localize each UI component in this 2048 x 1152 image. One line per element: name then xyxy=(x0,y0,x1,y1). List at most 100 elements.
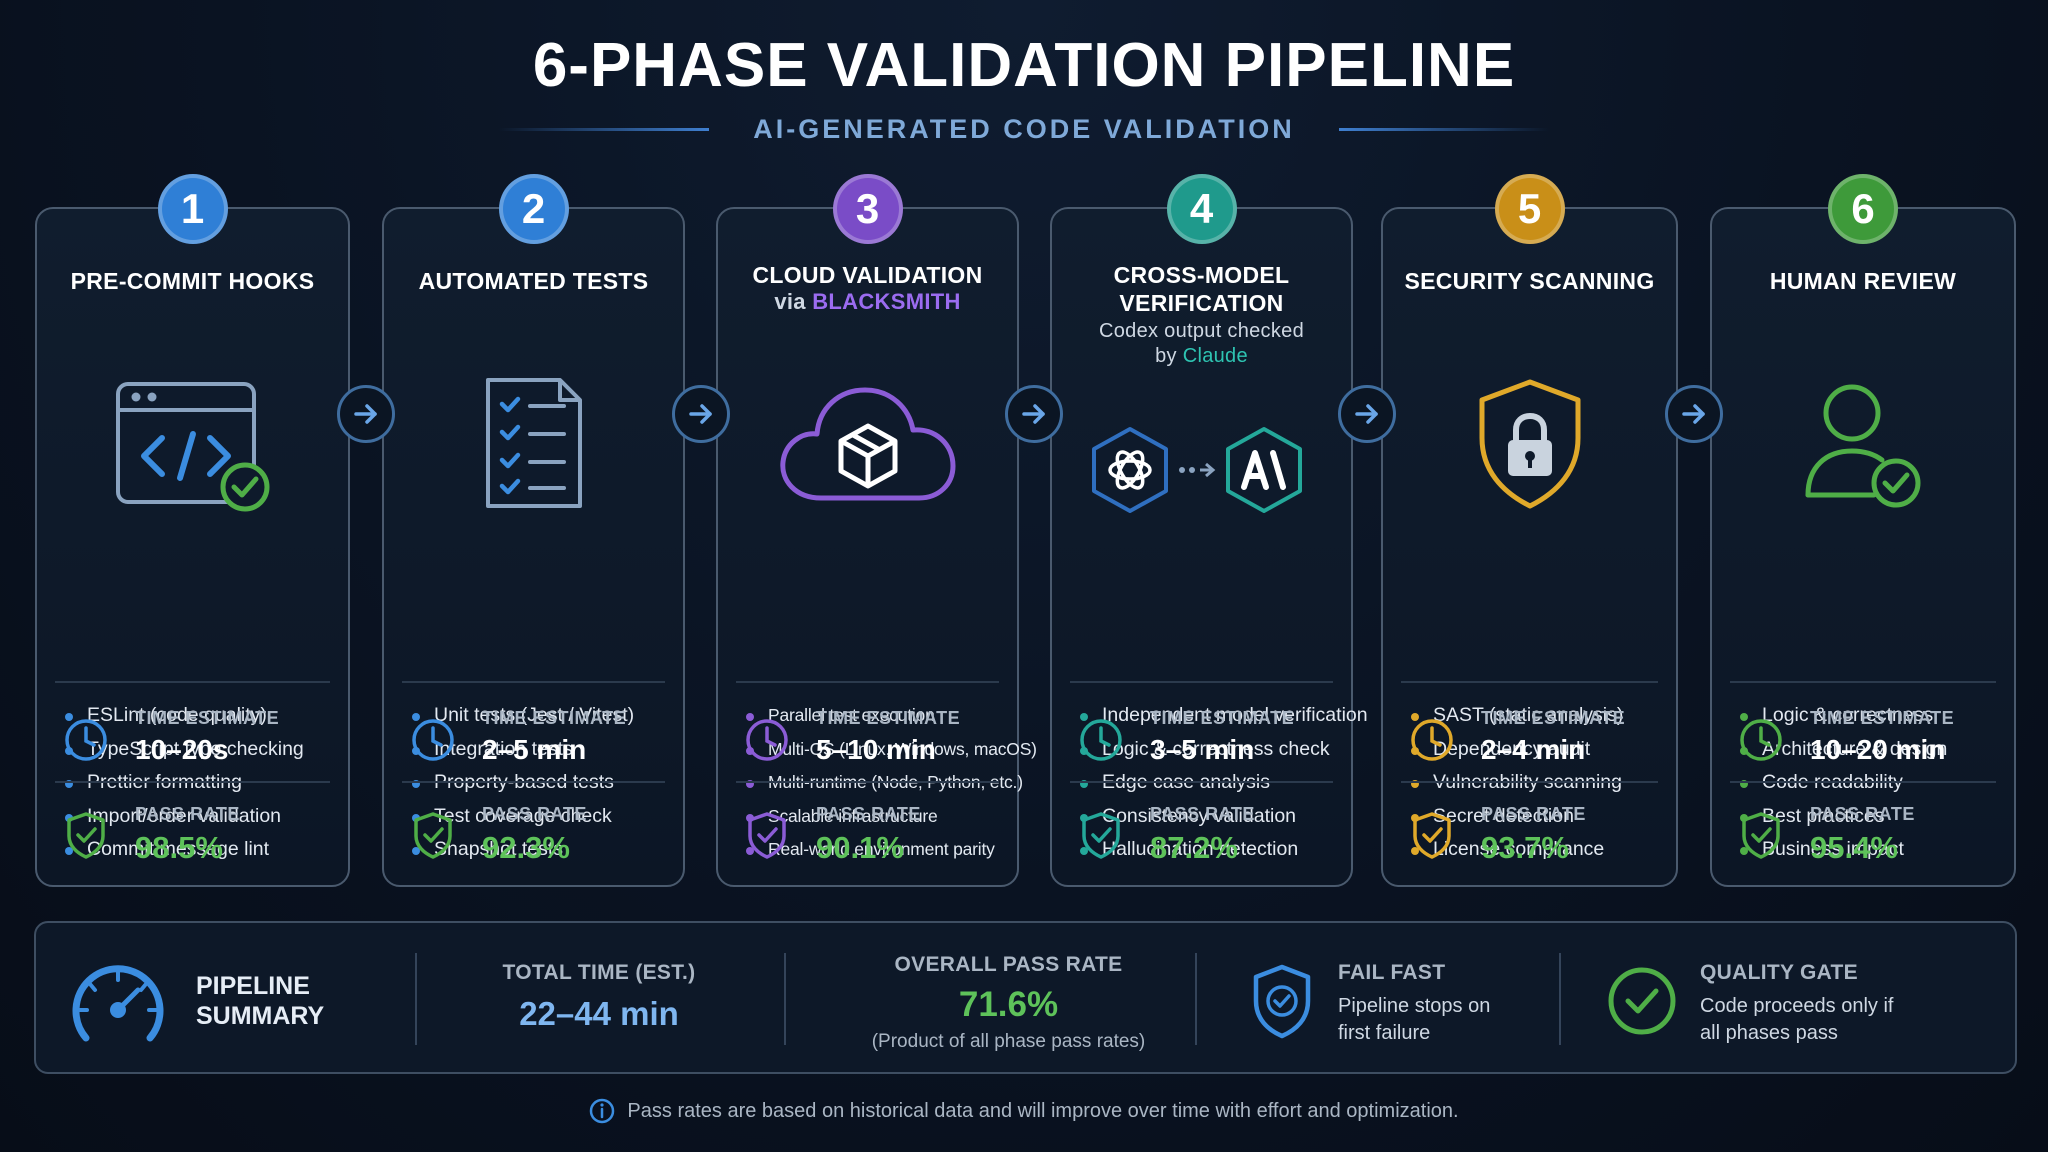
arrow-right-icon xyxy=(1665,385,1723,443)
overall-note: (Product of all phase pass rates) xyxy=(871,1031,1146,1052)
phase-bullets-5: SAST (static analysis) Dependency audit … xyxy=(1411,699,1666,867)
time-label: TIME ESTIMATE xyxy=(816,708,961,728)
divider xyxy=(1401,681,1658,683)
shield-check-icon xyxy=(414,812,452,859)
time-label: TIME ESTIMATE xyxy=(135,708,280,728)
time-value: 5–10 min xyxy=(816,734,936,765)
arrow-right-icon xyxy=(337,385,395,443)
pass-label: PASS RATE xyxy=(482,804,587,824)
fail-fast-label: FAIL FAST xyxy=(1338,961,1446,984)
pass-rate-3: PASS RATE 90.1% xyxy=(746,802,1007,882)
divider xyxy=(55,781,330,783)
claude-highlight: Claude xyxy=(1182,345,1248,367)
clock-icon xyxy=(65,719,107,761)
summary-title-line2: SUMMARY xyxy=(196,1002,325,1030)
shield-target-icon xyxy=(1253,964,1311,1039)
list-item: Snapshot tests xyxy=(412,833,673,867)
page-title: 6-PHASE VALIDATION PIPELINE xyxy=(532,31,1516,100)
divider xyxy=(1401,781,1658,783)
pass-label: PASS RATE xyxy=(135,804,240,824)
time-value: 10–20 min xyxy=(1810,734,1946,765)
clock-icon xyxy=(1411,719,1453,761)
pipeline-summary: PIPELINE SUMMARY TOTAL TIME (EST.) 22–44… xyxy=(34,921,2017,1074)
phase-card-1: 1 PRE-COMMIT HOOKS ESLint (code quality)… xyxy=(35,174,350,887)
divider xyxy=(1195,953,1197,1045)
fail-fast: FAIL FAST Pipeline stops on first failur… xyxy=(1338,961,1490,1047)
pass-value: 90.1% xyxy=(816,830,904,865)
divider xyxy=(1070,781,1333,783)
subtitle-line-right xyxy=(1338,128,1549,131)
list-item: Consistency validation xyxy=(1080,800,1341,834)
list-item: Parallel test execution xyxy=(746,699,1007,733)
list-item: Hallucination detection xyxy=(1080,833,1341,867)
user-check-icon xyxy=(1712,329,2014,559)
shield-check-icon xyxy=(67,812,105,859)
list-item: Import/order validation xyxy=(65,800,338,834)
divider xyxy=(1730,681,1996,683)
phase-card-6: 6 HUMAN REVIEW Logic & correctness Archi… xyxy=(1710,174,2016,887)
info-icon xyxy=(590,1098,615,1124)
list-item: Commit message lint xyxy=(65,833,338,867)
phase-badge-6: 6 xyxy=(1828,174,1898,244)
quality-gate-line2: all phases pass xyxy=(1700,1022,1838,1044)
phase-card-5: 5 SECURITY SCANNING SAST (static analysi… xyxy=(1381,174,1678,887)
phase-title-5: SECURITY SCANNING xyxy=(1404,268,1655,294)
time-value: 2–4 min xyxy=(1481,734,1586,765)
checklist-document-icon xyxy=(384,329,683,559)
phase-badge-1: 1 xyxy=(157,174,228,244)
time-estimate-2: TIME ESTIMATE 2–5 min xyxy=(412,706,673,786)
summary-title: PIPELINE SUMMARY xyxy=(196,971,324,1031)
phase-badge-2: 2 xyxy=(498,174,569,244)
pass-rate-6: PASS RATE 95.4% xyxy=(1740,802,2004,882)
time-label: TIME ESTIMATE xyxy=(1810,708,1955,728)
time-value: 10–20s xyxy=(135,734,229,765)
list-item: Logic & correctness xyxy=(1740,699,2004,733)
quality-gate-line1: Code proceeds only if xyxy=(1700,995,1894,1017)
time-estimate-5: TIME ESTIMATE 2–4 min xyxy=(1411,706,1666,786)
shield-check-icon xyxy=(1082,812,1120,859)
pass-label: PASS RATE xyxy=(1810,804,1915,824)
pass-value: 95.4% xyxy=(1810,830,1898,865)
list-item: Business impact xyxy=(1740,833,2004,867)
phase-card-4: 4 CROSS-MODEL VERIFICATION Codex output … xyxy=(1050,174,1368,887)
phase-title-3: CLOUD VALIDATION xyxy=(752,262,983,288)
phase-badge-3: 3 xyxy=(832,174,903,244)
time-estimate-3: TIME ESTIMATE 5–10 min xyxy=(746,706,1007,786)
divider xyxy=(402,681,665,683)
overall-label: OVERALL PASS RATE xyxy=(894,953,1123,976)
pass-rate-1: PASS RATE 98.5% xyxy=(65,802,338,882)
phase-title-block-3: CLOUD VALIDATION via BLACKSMITH xyxy=(718,261,1017,314)
clock-icon xyxy=(1080,719,1122,761)
phase-title-4-line2: VERIFICATION xyxy=(1119,290,1284,316)
time-estimate-6: TIME ESTIMATE 10–20 min xyxy=(1740,706,2004,786)
shield-check-icon xyxy=(1413,812,1451,859)
phase-badge-4: 4 xyxy=(1166,174,1237,244)
divider xyxy=(736,681,999,683)
pass-value: 93.7% xyxy=(1481,830,1569,865)
phase-title-4-line1: CROSS-MODEL xyxy=(1113,262,1290,288)
shield-check-icon xyxy=(748,812,786,859)
divider xyxy=(402,781,665,783)
pass-rate-5: PASS RATE 93.7% xyxy=(1411,802,1666,882)
time-label: TIME ESTIMATE xyxy=(1150,708,1295,728)
arrow-right-icon xyxy=(1338,385,1396,443)
divider xyxy=(736,781,999,783)
arrow-right-icon xyxy=(672,385,730,443)
subtitle-line-left xyxy=(499,128,710,131)
divider xyxy=(1730,781,1996,783)
list-item: Best practices xyxy=(1740,800,2004,834)
time-label: TIME ESTIMATE xyxy=(1481,708,1626,728)
divider xyxy=(415,953,417,1045)
list-item: Real-world environment parity xyxy=(746,833,1007,867)
speedometer-icon xyxy=(72,965,164,1042)
time-estimate-1: TIME ESTIMATE 10–20s xyxy=(65,706,338,786)
pass-label: PASS RATE xyxy=(816,804,921,824)
subtitle-row: AI-GENERATED CODE VALIDATION xyxy=(0,114,2048,145)
pass-value: 87.2% xyxy=(1150,830,1238,865)
list-item: Secret detection xyxy=(1411,800,1666,834)
list-item: Scalable infrastructure xyxy=(746,800,1007,834)
clock-icon xyxy=(1740,719,1782,761)
phase-desc-4-line2: by Claude xyxy=(1052,344,1351,369)
phase-bullets-4: Independent model verification Logic & c… xyxy=(1080,699,1368,867)
phase-card-2: 2 AUTOMATED TESTS Unit tests (Jest / Vit… xyxy=(382,174,685,887)
